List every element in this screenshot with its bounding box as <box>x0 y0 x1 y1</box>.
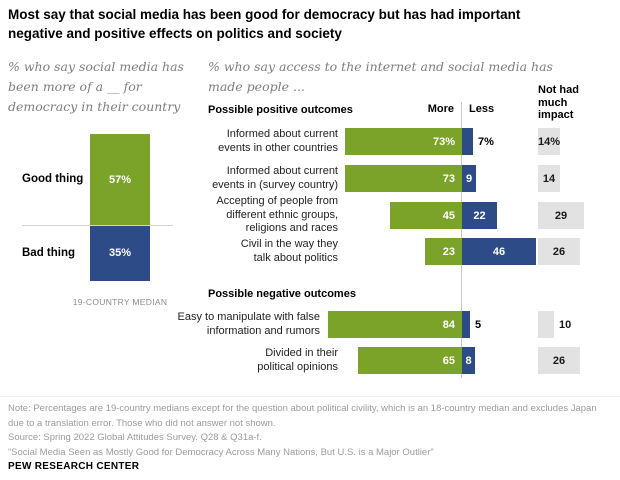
less-value: 9 <box>465 172 473 185</box>
row-label: Civil in the way they talk about politic… <box>240 237 338 264</box>
less-column-header: Less <box>469 103 495 115</box>
impact-box: 10 <box>538 311 571 338</box>
row-label: Informed about current events in (survey… <box>212 164 338 191</box>
bar-row-informed-other-countries: Informed about current events in other c… <box>0 128 620 155</box>
less-value: 7% <box>478 135 494 148</box>
bar-row-informed-survey-country: Informed about current events in (survey… <box>0 165 620 192</box>
impact-value: 14% <box>537 135 561 148</box>
source-text: Source: Spring 2022 Global Attitudes Sur… <box>8 432 262 443</box>
right-chart-subtitle: % who say access to the internet and soc… <box>208 59 553 94</box>
less-bar: 22 <box>462 202 497 229</box>
negative-outcomes-header: Possible negative outcomes <box>208 288 356 300</box>
good-thing-label: Good thing <box>22 173 84 185</box>
pew-research-center-wordmark: PEW RESEARCH CENTER <box>8 461 140 472</box>
impact-box: 14% <box>538 128 560 155</box>
left-chart-subtitle: % who say social media has been more of … <box>8 59 184 114</box>
impact-box: 14 <box>538 165 560 192</box>
more-value: 84 <box>442 318 455 331</box>
less-value: 5 <box>475 318 482 331</box>
good-thing-value: 57% <box>108 173 132 186</box>
democracy-stacked-column: 57% 35% <box>90 134 150 281</box>
footer-divider-line <box>0 396 620 397</box>
bar-row-divided-opinions: Divided in their political opinions 65 8… <box>0 347 620 374</box>
impact-value: 14 <box>542 172 556 185</box>
less-value: 8 <box>465 354 472 367</box>
segment-divider-line <box>22 225 173 226</box>
more-bar: 84 <box>328 311 462 338</box>
less-bar: 8 <box>462 347 475 374</box>
positive-outcomes-header: Possible positive outcomes <box>208 104 353 116</box>
chart-title: Most say that social media has been good… <box>8 7 521 41</box>
bad-thing-segment: 35% <box>90 225 150 281</box>
impact-value: 10 <box>559 318 572 331</box>
bar-row-accepting-people: Accepting of people from different ethni… <box>0 195 620 235</box>
bar-row-easy-to-manipulate: Easy to manipulate with false informatio… <box>0 311 620 338</box>
bad-thing-label: Bad thing <box>22 247 76 259</box>
note-text: Note: Percentages are 19-country medians… <box>8 403 597 429</box>
footnotes: Note: Percentages are 19-country medians… <box>8 402 614 460</box>
more-bar: 73 <box>345 165 462 192</box>
less-value: 46 <box>492 245 506 258</box>
row-label: Divided in their political opinions <box>257 346 338 373</box>
good-thing-segment: 57% <box>90 134 150 225</box>
bar-row-civil-politics: Civil in the way they talk about politic… <box>0 238 620 265</box>
median-caption: 19-COUNTRY MEDIAN <box>72 297 168 307</box>
more-value: 73 <box>442 172 455 185</box>
more-value: 45 <box>442 209 455 222</box>
impact-box: 29 <box>538 202 584 229</box>
less-bar: 46 <box>462 238 536 265</box>
impact-value: 26 <box>552 245 566 258</box>
impact-value: 29 <box>554 209 568 222</box>
less-value: 22 <box>473 209 486 222</box>
more-bar: 23 <box>425 238 462 265</box>
impact-box: 26 <box>538 347 580 374</box>
less-bar: 9 <box>462 165 476 192</box>
more-value: 73% <box>432 135 455 148</box>
report-title-text: “Social Media Seen as Mostly Good for De… <box>8 446 434 458</box>
impact-value: 26 <box>552 354 566 367</box>
less-bar: 5 <box>462 311 481 338</box>
row-label: Informed about current events in other c… <box>218 127 338 154</box>
more-value: 65 <box>442 354 455 367</box>
row-label: Easy to manipulate with false informatio… <box>177 310 320 337</box>
impact-box: 26 <box>538 238 580 265</box>
row-label: Accepting of people from different ethni… <box>216 195 338 235</box>
more-value: 23 <box>442 245 455 258</box>
more-bar: 45 <box>390 202 462 229</box>
more-bar: 65 <box>358 347 462 374</box>
bad-thing-value: 35% <box>108 247 132 259</box>
no-impact-column-header: Not had much impact <box>538 84 579 122</box>
more-column-header: More <box>427 103 454 115</box>
less-bar: 7% <box>462 128 494 155</box>
more-bar: 73% <box>345 128 462 155</box>
